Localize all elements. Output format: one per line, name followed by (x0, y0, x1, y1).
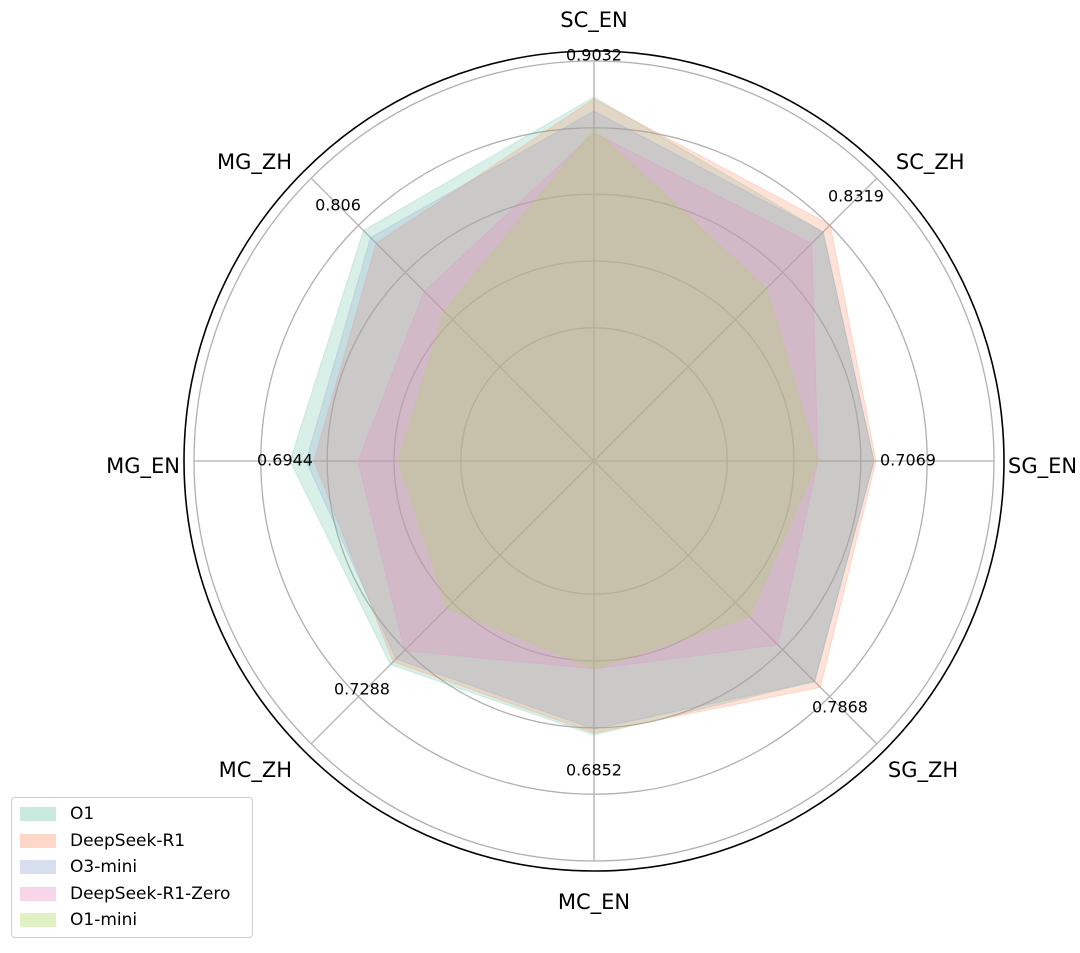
legend-swatch (20, 860, 56, 875)
axis-label-sc_en: SC_EN (560, 8, 627, 33)
value-label-mc_en: 0.6852 (566, 761, 622, 780)
value-label-sc_zh: 0.8319 (828, 187, 884, 206)
legend-label: O1-mini (70, 910, 138, 931)
series-area-deepseek-r1-zero (357, 132, 819, 670)
legend-swatch (20, 833, 56, 848)
axis-label-sc_zh: SC_ZH (896, 150, 965, 175)
legend-label: DeepSeek-R1-Zero (70, 883, 231, 904)
legend-label: O1 (70, 804, 95, 825)
legend: O1 DeepSeek-R1 O3-mini DeepSeek-R1-Zero O1-m… (11, 797, 253, 938)
axis-label-sg_zh: SG_ZH (888, 758, 958, 783)
axis-spoke-sg_zh (593, 460, 878, 745)
value-label-mc_zh: 0.7288 (334, 680, 390, 699)
legend-label: DeepSeek-R1 (70, 830, 186, 851)
legend-swatch (20, 886, 56, 901)
value-label-sg_en: 0.7069 (880, 451, 936, 470)
legend-item-deepseek-r1: DeepSeek-R1 (20, 828, 244, 855)
series-area-o1-mini (397, 128, 819, 670)
legend-item-o3-mini: O3-mini (20, 854, 244, 881)
legend-item-o1: O1 (20, 801, 244, 828)
axis-label-mc_en: MC_EN (558, 890, 630, 915)
series-area-o3-mini (305, 110, 875, 730)
legend-label: O3-mini (70, 857, 138, 878)
axis-label-mg_zh: MG_ZH (217, 150, 292, 175)
polar-frame (183, 50, 1005, 872)
series-area-o1 (289, 96, 875, 736)
axis-spoke-sc_zh (593, 177, 878, 462)
series-area-deepseek-r1 (313, 98, 877, 734)
axis-spoke-mc_zh (310, 460, 595, 745)
axis-spoke-mg_zh (310, 177, 595, 462)
axis-label-mc_zh: MC_ZH (219, 758, 292, 783)
value-label-mg_zh: 0.806 (315, 196, 361, 215)
value-label-sg_zh: 0.7868 (812, 698, 868, 717)
axis-label-mg_en: MG_EN (106, 454, 180, 479)
value-label-sc_en: 0.9032 (566, 46, 622, 65)
legend-swatch (20, 913, 56, 928)
axis-label-sg_en: SG_EN (1008, 454, 1077, 479)
value-label-mg_en: 0.6944 (257, 451, 313, 470)
legend-item-o1-mini: O1-mini (20, 907, 244, 934)
legend-swatch (20, 807, 56, 822)
legend-item-deepseek-r1-zero: DeepSeek-R1-Zero (20, 881, 244, 908)
